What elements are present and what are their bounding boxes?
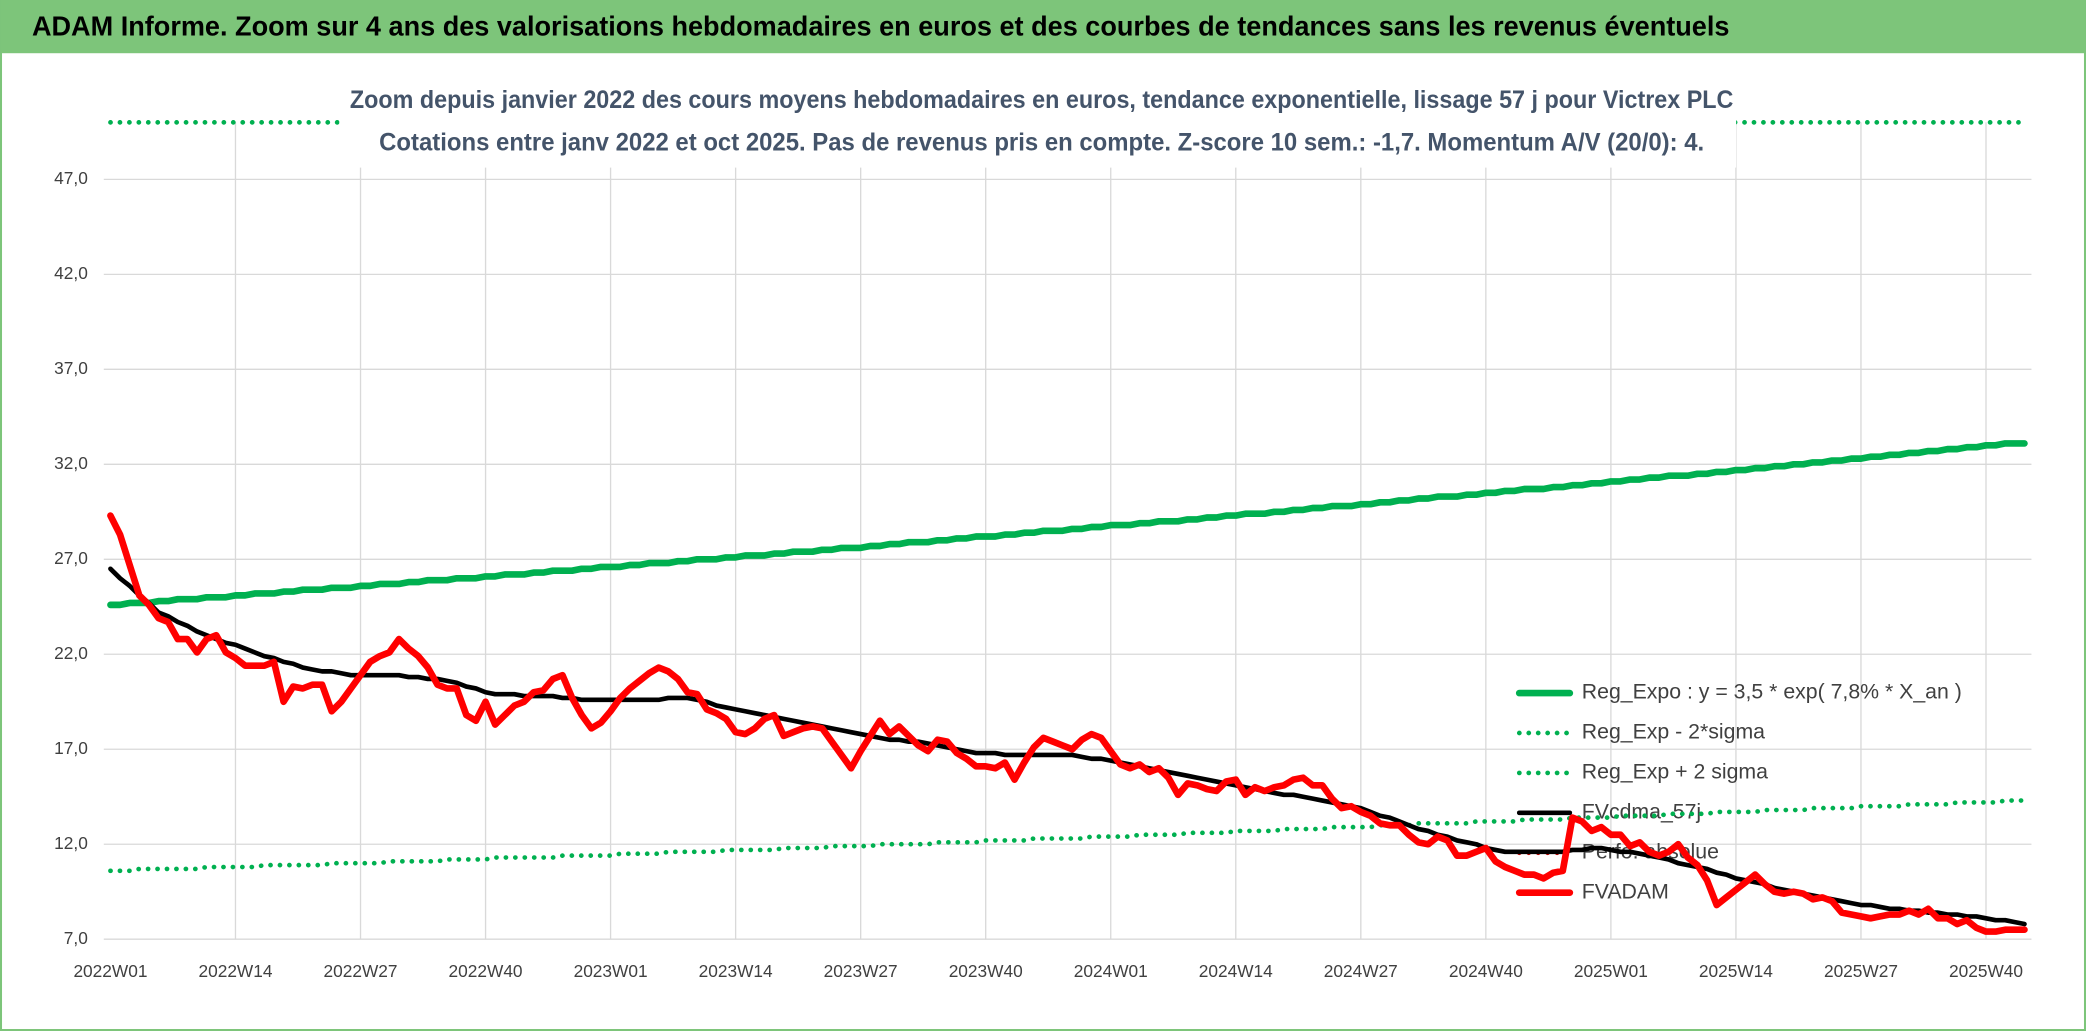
y-tick-label: 7,0 — [64, 928, 88, 948]
x-tick-label: 2023W40 — [949, 961, 1023, 981]
series-line — [107, 440, 2028, 609]
chart-subtitle: Cotations entre janv 2022 et oct 2025. P… — [379, 128, 1704, 156]
legend-label: FVcdma_57j — [1582, 799, 1701, 823]
x-tick-label: 2025W14 — [1699, 961, 1773, 981]
x-tick-label: 2022W01 — [73, 961, 147, 981]
series-line — [108, 798, 2027, 874]
legend-label: Reg_Exp - 2*sigma — [1582, 720, 1765, 744]
x-tick-label: 2024W40 — [1449, 961, 1523, 981]
header-title: ADAM Informe. Zoom sur 4 ans des valoris… — [32, 10, 1729, 41]
y-tick-label: 22,0 — [54, 643, 88, 663]
y-tick-label: 37,0 — [54, 358, 88, 378]
series-line — [107, 512, 2028, 935]
x-tick-label: 2022W40 — [449, 961, 523, 981]
y-tick-label: 42,0 — [54, 263, 88, 283]
y-tick-label: 27,0 — [54, 548, 88, 568]
legend-label: Reg_Expo : y = 3,5 * exp( 7,8% * X_an ) — [1582, 680, 1962, 704]
y-tick-label: 17,0 — [54, 738, 88, 758]
y-tick-label: 32,0 — [54, 453, 88, 473]
x-tick-label: 2025W27 — [1824, 961, 1898, 981]
legend: Reg_Expo : y = 3,5 * exp( 7,8% * X_an ) R… — [1515, 680, 1962, 903]
x-tick-label: 2025W01 — [1574, 961, 1648, 981]
header-bar — [0, 0, 2086, 54]
x-tick-label: 2024W27 — [1324, 961, 1398, 981]
x-tick-label: 2024W01 — [1074, 961, 1148, 981]
x-tick-label: 2023W01 — [574, 961, 648, 981]
series-line — [108, 566, 2027, 927]
x-tick-label: 2022W14 — [198, 961, 272, 981]
legend-label: Reg_Exp + 2 sigma — [1582, 760, 1768, 784]
x-tick-label: 2024W14 — [1199, 961, 1273, 981]
x-tick-label: 2023W14 — [699, 961, 773, 981]
x-tick-label: 2025W40 — [1949, 961, 2023, 981]
legend-label: FVADAM — [1582, 879, 1669, 903]
title-box — [339, 74, 1737, 168]
chart-title: Zoom depuis janvier 2022 des cours moyen… — [350, 86, 1734, 114]
y-tick-label: 12,0 — [54, 833, 88, 853]
x-tick-label: 2022W27 — [324, 961, 398, 981]
y-tick-label: 47,0 — [54, 168, 88, 188]
x-tick-label: 2023W27 — [824, 961, 898, 981]
